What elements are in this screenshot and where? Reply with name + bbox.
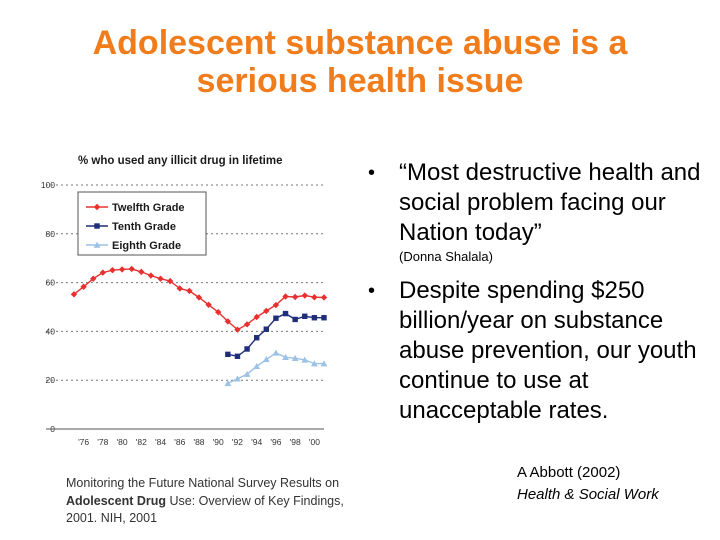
x-tick-label: '78 — [97, 437, 108, 447]
data-point — [195, 294, 203, 301]
bullet-2: • Despite spending $250 billion/year on … — [366, 276, 716, 426]
data-point — [118, 266, 126, 273]
data-point — [224, 379, 232, 387]
data-point — [291, 293, 299, 301]
data-point — [263, 326, 270, 332]
data-point — [225, 351, 231, 358]
data-point — [243, 370, 251, 377]
source-text-bold: Adolescent Drug — [66, 493, 167, 508]
x-tick-label: '84 — [155, 437, 166, 447]
y-tick-label: 40 — [46, 326, 56, 336]
data-point — [301, 292, 308, 299]
x-tick-label: '92 — [232, 437, 243, 447]
source-text-post: Use: Overview of Key Findings, 2001. NIH… — [66, 493, 344, 526]
slide-title: Adolescent substance abuse is a serious … — [0, 24, 720, 100]
series-line — [227, 352, 324, 385]
x-tick-label: '90 — [213, 437, 224, 447]
x-tick-label: '80 — [117, 437, 128, 447]
data-point — [282, 310, 289, 317]
data-point — [80, 283, 87, 290]
x-tick-label: '96 — [270, 437, 281, 447]
data-point — [262, 356, 270, 363]
bullet-2-text: Despite spending $250 billion/year on su… — [399, 277, 697, 424]
data-point — [311, 315, 318, 321]
data-point — [109, 266, 116, 274]
bullet-1: • “Most destructive health and social pr… — [366, 158, 716, 266]
data-point — [320, 294, 328, 301]
legend-label: Tenth Grade — [112, 221, 176, 233]
data-point — [292, 316, 298, 323]
source-note: Monitoring the Future National Survey Re… — [66, 475, 366, 528]
bullet-1-text: “Most destructive health and social prob… — [399, 159, 701, 246]
bullet-1-attribution: (Donna Shalala) — [399, 249, 493, 264]
bullet-dot-icon: • — [368, 162, 376, 184]
legend-swatch-marker — [93, 241, 101, 248]
data-point — [302, 313, 308, 319]
data-point — [70, 291, 78, 298]
data-point — [272, 349, 280, 356]
data-point — [253, 335, 260, 341]
data-point — [263, 307, 270, 315]
x-tick-label: '86 — [174, 437, 185, 447]
data-point — [128, 265, 135, 273]
data-point — [99, 269, 107, 276]
bullet-dot-icon: • — [368, 280, 376, 302]
data-point — [253, 362, 261, 370]
x-tick-label: '82 — [136, 437, 147, 447]
data-point — [320, 360, 328, 367]
y-tick-label: 20 — [46, 375, 56, 385]
data-point — [291, 354, 299, 361]
data-point — [243, 321, 251, 328]
y-tick-label: 100 — [41, 180, 55, 190]
legend-label: Eighth Grade — [112, 240, 181, 252]
data-point — [224, 318, 232, 325]
y-tick-label: 80 — [46, 229, 56, 239]
data-point — [138, 268, 145, 276]
data-point — [215, 308, 222, 316]
data-point — [157, 275, 164, 282]
x-tick-label: '94 — [251, 437, 262, 447]
legend-label: Twelfth Grade — [112, 202, 185, 214]
x-tick-label: '00 — [309, 437, 320, 447]
data-point — [273, 315, 279, 321]
data-point — [310, 360, 318, 367]
data-point — [301, 356, 309, 363]
legend-swatch-marker — [94, 223, 100, 229]
data-point — [147, 272, 155, 279]
title-line-1: Adolescent substance abuse is a — [92, 24, 628, 62]
chart-title: % who used any illicit drug in lifetime — [78, 155, 282, 167]
source-text-pre: Monitoring the Future National Survey Re… — [66, 476, 340, 490]
data-point — [176, 285, 183, 292]
data-point — [166, 277, 174, 285]
data-point — [234, 326, 241, 333]
title-line-2: serious health issue — [196, 62, 524, 100]
data-point — [282, 293, 289, 300]
data-point — [244, 346, 250, 352]
data-point — [234, 375, 241, 382]
data-point — [90, 275, 97, 282]
bullet-list: • “Most destructive health and social pr… — [366, 158, 716, 426]
data-point — [282, 353, 289, 360]
citation-author: A Abbott (2002) — [517, 464, 621, 481]
x-tick-label: '76 — [78, 437, 89, 447]
x-tick-label: '98 — [290, 437, 301, 447]
citation: A Abbott (2002) Health & Social Work — [517, 462, 659, 506]
data-point — [321, 315, 327, 321]
data-point — [272, 301, 280, 309]
data-point — [311, 294, 318, 301]
data-point — [253, 313, 260, 321]
data-point — [186, 287, 193, 295]
data-point — [234, 353, 241, 359]
citation-journal: Health & Social Work — [517, 486, 659, 503]
y-tick-label: 60 — [46, 278, 56, 288]
drug-use-chart: % who used any illicit drug in lifetime0… — [41, 155, 328, 447]
x-tick-label: '88 — [193, 437, 204, 447]
data-point — [205, 301, 212, 309]
